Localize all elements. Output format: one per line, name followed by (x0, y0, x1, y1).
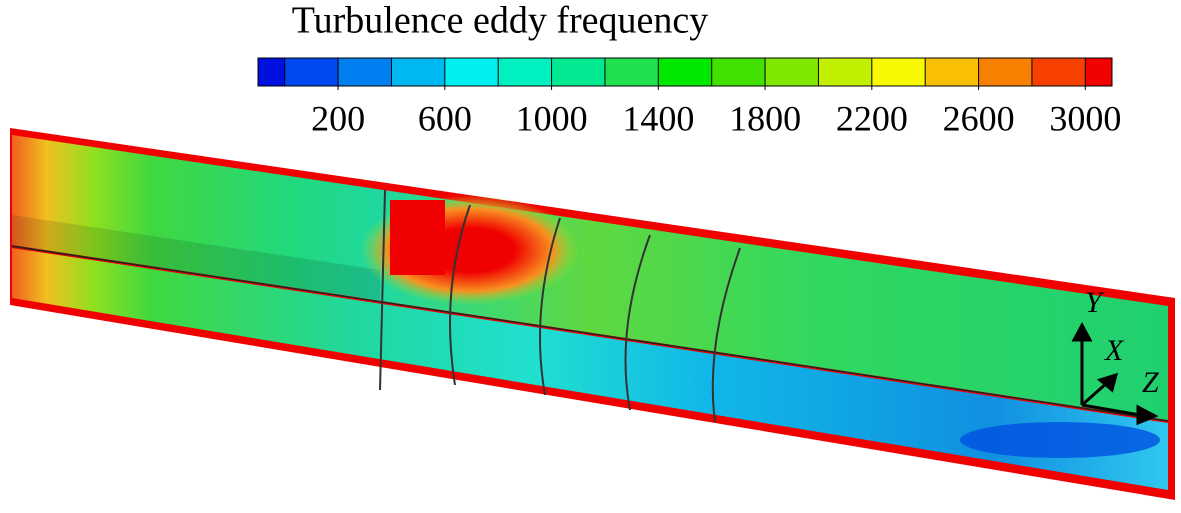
upper-section (12, 135, 1168, 420)
colorbar-frame (257, 57, 1113, 87)
colorbar-swatch (284, 58, 339, 86)
colorbar-swatch (258, 58, 285, 86)
ring (379, 189, 386, 391)
colorbar-swatch (925, 58, 979, 86)
cold-region (960, 422, 1160, 458)
colorbar-swatch (818, 58, 872, 86)
colorbar-swatch (444, 58, 499, 86)
colorbar-tick-label: 1400 (622, 98, 694, 138)
colorbar-tick-label: 200 (311, 98, 365, 138)
ring (624, 234, 651, 411)
colorbar-tick-label: 1000 (516, 98, 588, 138)
colorbar-tick-label: 2600 (943, 98, 1015, 138)
lower-section (12, 248, 1168, 490)
colorbar-tick-label: 600 (418, 98, 472, 138)
triad-axis (1081, 380, 1109, 407)
colorbar-swatch (338, 58, 392, 86)
colorbar-title: Turbulence eddy frequency (292, 0, 708, 42)
colorbar-swatch (1031, 58, 1086, 86)
hot-core (390, 200, 445, 275)
contour-plot: Y X Z (10, 128, 1175, 500)
colorbar-swatch (1085, 58, 1112, 86)
colorbar-tick-label: 1800 (729, 98, 801, 138)
colorbar-tick-label: 3000 (1049, 98, 1121, 138)
colorbar-swatch (711, 58, 766, 86)
colorbar-swatch (551, 58, 605, 86)
triad-arrow (1136, 404, 1159, 426)
triad-label: Y (1085, 286, 1105, 319)
ring (449, 204, 471, 386)
colorbar-swatch (498, 58, 552, 86)
triad-axis (1081, 403, 1141, 417)
shadow-band (12, 215, 380, 300)
colorbar-swatch (978, 58, 1032, 86)
center-line (11, 245, 1169, 422)
colorbar-swatch (658, 58, 712, 86)
ring (539, 217, 561, 396)
triad-label: X (1104, 334, 1125, 367)
triad-arrow (1071, 321, 1093, 342)
colorbar-swatch (871, 58, 926, 86)
colorbar: 200 600 1000 1400 1800 2200 2600 3000 (257, 57, 1121, 138)
triad-label: Z (1142, 366, 1159, 399)
colorbar-tick-label: 2200 (836, 98, 908, 138)
colorbar-swatch (604, 58, 659, 86)
colorbar-swatch (765, 58, 819, 86)
ring (711, 247, 741, 423)
triad-arrow (1096, 372, 1119, 393)
colorbar-swatch (391, 58, 445, 86)
